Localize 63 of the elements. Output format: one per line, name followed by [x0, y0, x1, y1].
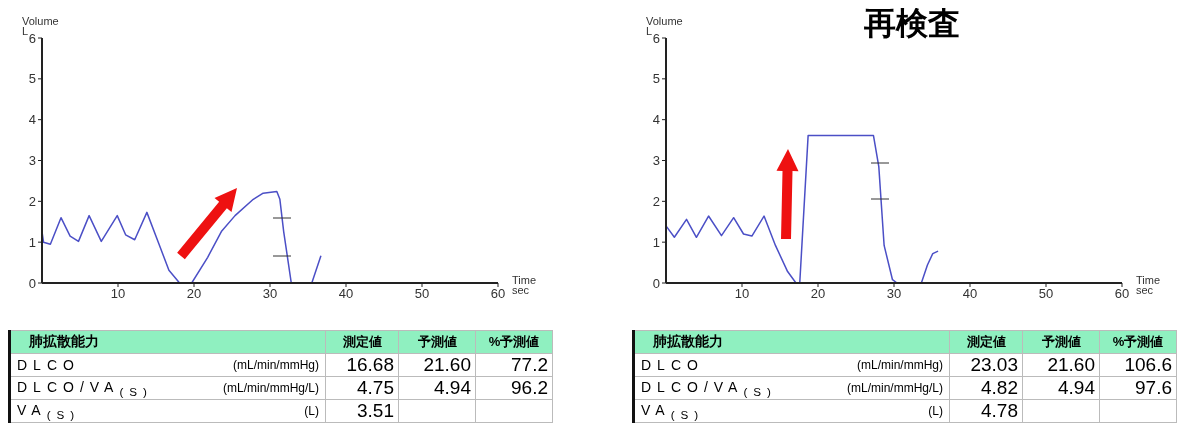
y-tick-label: 2 [28, 193, 36, 209]
text: 21.60 [1047, 354, 1095, 375]
y-tick-label: 1 [652, 234, 660, 250]
text: 4.94 [434, 377, 471, 398]
category-label: (mL/min/mmHg) [857, 358, 943, 372]
category-label: (L) [304, 404, 319, 418]
category-label: (L) [928, 404, 943, 418]
x-tick-label: 10 [110, 286, 126, 302]
x-axis-title: Time sec [1136, 274, 1161, 296]
category-label: (mL/min/mmHg/L) [222, 381, 319, 395]
category-label: 測定値 [325, 330, 399, 354]
text: 3.51 [357, 400, 394, 421]
x-tick-label: 60 [490, 286, 506, 302]
category-label: DLCO/VA$_{(S)}$ [641, 378, 777, 398]
x-tick-label: 30 [886, 286, 902, 302]
x-axis-title: Time sec [512, 274, 537, 296]
x-tick-label: 10 [734, 286, 750, 302]
category-label: 測定値 [949, 330, 1023, 354]
line-series [42, 190, 322, 283]
category-label: DLCO [17, 357, 80, 373]
x-tick-label: 60 [1114, 286, 1130, 302]
category-label: (mL/min/mmHg) [233, 358, 319, 372]
y-tick-label: 4 [28, 112, 36, 128]
text: 97.6 [1135, 377, 1172, 398]
x-tick-label: 30 [262, 286, 278, 302]
text: 16.68 [346, 354, 394, 375]
line-series [666, 134, 939, 283]
text: 23.03 [970, 354, 1018, 375]
text: 21.60 [423, 354, 471, 375]
category-label: %予測値 [1099, 330, 1177, 354]
y-tick-label: 3 [28, 153, 36, 169]
x-tick-label: 40 [338, 286, 354, 302]
text: 4.82 [981, 377, 1018, 398]
chart-title: 再検査 [864, 7, 960, 41]
y-tick-label: 1 [28, 234, 36, 250]
category-label: DLCO/VA$_{(S)}$ [17, 378, 153, 398]
y-tick-label: 2 [652, 193, 660, 209]
category-label: VA$_{(S)}$ [17, 401, 81, 421]
text: 4.94 [1058, 377, 1095, 398]
category-label: %予測値 [475, 330, 553, 354]
y-tick-label: 3 [652, 153, 660, 169]
category-label: 予測値 [398, 330, 476, 354]
text: 肺拡散能力 [9, 330, 326, 354]
category-label: DLCO [641, 357, 704, 373]
x-tick-label: 20 [810, 286, 826, 302]
y-tick-label: 4 [652, 112, 660, 128]
x-tick-label: 50 [1038, 286, 1054, 302]
x-tick-label: 40 [962, 286, 978, 302]
text: 4.78 [981, 400, 1018, 421]
y-tick-label: 0 [28, 275, 36, 291]
category-label: VA$_{(S)}$ [641, 401, 705, 421]
text: 106.6 [1124, 354, 1172, 375]
text: 肺拡散能力 [633, 330, 950, 354]
text: 4.75 [357, 377, 394, 398]
text: 77.2 [511, 354, 548, 375]
y-tick-label: 5 [28, 71, 36, 87]
category-label: 予測値 [1022, 330, 1100, 354]
x-tick-label: 20 [186, 286, 202, 302]
y-tick-label: 0 [652, 275, 660, 291]
text: 96.2 [511, 377, 548, 398]
y-tick-label: 5 [652, 71, 660, 87]
x-tick-label: 50 [414, 286, 430, 302]
category-label: (mL/min/mmHg/L) [846, 381, 943, 395]
